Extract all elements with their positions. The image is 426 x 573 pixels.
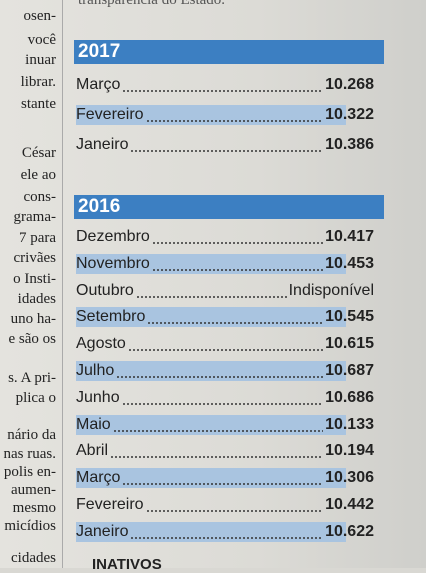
value: 10.615 [325, 335, 374, 353]
value: 10.417 [325, 228, 374, 245]
leader-dots [122, 467, 324, 490]
leader-dots [147, 306, 324, 329]
bottom-heading: INATIVOS [92, 556, 162, 573]
leader-dots [130, 134, 324, 156]
left-text: e são os [8, 331, 57, 347]
value: 10.133 [325, 415, 374, 433]
table-row: Outubro Indisponível [76, 279, 374, 302]
left-text: nas ruas. [3, 446, 57, 462]
value: 10.268 [325, 76, 374, 93]
value: 10.306 [325, 469, 374, 487]
value: 10.686 [325, 388, 374, 406]
month: Junho [76, 388, 120, 406]
year-header: 2016 [74, 195, 384, 219]
leader-dots [145, 104, 324, 126]
table-row: Fevereiro 10.442 [76, 494, 374, 516]
table-row: Novembro 10.453 [76, 252, 374, 275]
year-header: 2017 [74, 40, 384, 64]
leader-dots [122, 74, 324, 96]
table-row: Dezembro 10.417 [76, 226, 374, 248]
month: Dezembro [76, 228, 150, 245]
value: Indisponível [288, 281, 374, 299]
left-text: crivães [13, 250, 56, 266]
table-row: Abril 10.194 [76, 440, 374, 463]
table-row: Março 10.268 [76, 74, 374, 96]
month: Abril [76, 442, 109, 460]
left-text: o Insti- [13, 271, 56, 287]
month: Março [76, 76, 121, 93]
month: Janeiro [76, 522, 129, 540]
left-text: stante [21, 96, 56, 112]
left-text: ele ao [20, 167, 56, 183]
left-text: librar. [20, 74, 56, 90]
left-text: plica o [15, 390, 56, 406]
table-row: Julho 10.687 [76, 360, 374, 382]
leader-dots [151, 252, 324, 275]
month: Maio [76, 415, 111, 433]
value: 10.453 [325, 254, 374, 272]
leader-dots [151, 226, 324, 248]
left-text: 7 para [18, 230, 56, 246]
month: Janeiro [76, 136, 129, 153]
table-row: Janeiro 10.622 [76, 520, 374, 543]
left-text: cidades [11, 550, 56, 566]
month: Outubro [76, 281, 134, 299]
month: Julho [76, 362, 115, 379]
left-text: nário da [7, 427, 56, 443]
month: Fevereiro [76, 496, 144, 513]
table-row: Janeiro 10.386 [76, 134, 374, 156]
leader-dots [145, 494, 324, 516]
value: 10.194 [325, 442, 374, 460]
left-text: inuar [25, 52, 56, 68]
month: Agosto [76, 335, 126, 353]
left-text: mesmo [12, 500, 56, 516]
left-text: uno ha- [10, 311, 56, 327]
value: 10.442 [325, 496, 374, 513]
table-row: Setembro 10.545 [76, 306, 374, 329]
left-text: micídios [4, 518, 56, 534]
left-text: grama- [13, 209, 56, 225]
left-text: aumen- [11, 482, 56, 498]
leader-dots [121, 386, 324, 409]
table-row: Maio 10.133 [76, 413, 374, 436]
left-text: idades [17, 291, 56, 307]
value: 10.322 [325, 106, 374, 123]
value: 10.622 [325, 522, 374, 540]
leader-dots [116, 360, 324, 382]
leader-dots [127, 333, 324, 356]
leader-dots [112, 413, 324, 436]
month: Março [76, 469, 121, 487]
leader-dots [135, 279, 287, 302]
value: 10.545 [325, 308, 374, 326]
leader-dots [130, 520, 324, 543]
left-text: você [27, 32, 56, 48]
left-text: César [21, 145, 56, 161]
left-text: osen- [23, 8, 57, 24]
month: Fevereiro [76, 106, 144, 123]
column-divider [62, 0, 63, 568]
left-text: s. A pri- [8, 370, 56, 386]
left-text: cons- [23, 189, 57, 205]
table-row: Agosto 10.615 [76, 333, 374, 356]
table-row: Março 10.306 [76, 467, 374, 490]
month: Setembro [76, 308, 146, 326]
month: Novembro [76, 254, 150, 272]
value: 10.386 [325, 136, 374, 153]
table-row: Junho 10.686 [76, 386, 374, 409]
leader-dots [110, 440, 324, 463]
left-text: polis en- [3, 464, 56, 480]
top-text: transparência do Estado. [78, 0, 226, 8]
value: 10.687 [325, 362, 374, 379]
table-row: Fevereiro 10.322 [76, 104, 374, 126]
